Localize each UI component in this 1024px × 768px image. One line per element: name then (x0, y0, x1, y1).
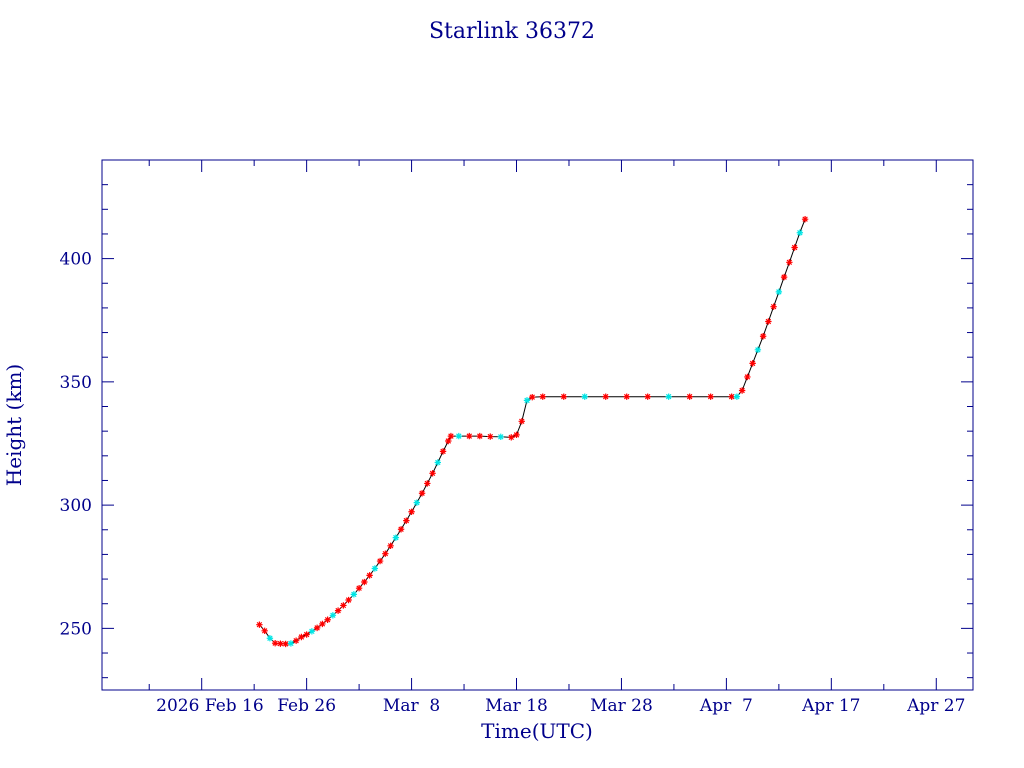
data-point-marker (392, 534, 400, 541)
data-point-marker (397, 526, 405, 533)
data-point-marker (340, 602, 347, 609)
x-tick-label: Apr 27 (906, 696, 965, 716)
data-point-marker (387, 542, 394, 549)
y-tick-label: 300 (60, 496, 92, 516)
x-axis-label: Time(UTC) (481, 719, 593, 743)
data-point-marker (455, 432, 462, 440)
y-axis-label: Height (km) (2, 364, 26, 486)
data-point-marker (754, 346, 762, 354)
x-tick-label: Mar 8 (383, 696, 440, 716)
data-point-marker (429, 470, 436, 477)
data-point-marker (686, 393, 693, 400)
data-point-marker (581, 393, 588, 400)
data-point-marker (303, 631, 310, 638)
data-point-marker (329, 612, 337, 619)
data-point-marker (497, 433, 504, 441)
data-point-marker (287, 640, 295, 647)
y-tick-label: 350 (60, 373, 92, 393)
data-point-marker (447, 432, 455, 440)
data-point-marker (523, 397, 531, 404)
data-point-marker (765, 318, 772, 325)
data-point-marker (466, 432, 473, 440)
x-tick-label: Feb 26 (277, 696, 336, 716)
y-tick-label: 250 (60, 619, 92, 639)
data-point-marker (749, 360, 756, 367)
plot-frame (101, 159, 974, 691)
data-point-marker (313, 624, 321, 632)
x-tick-label: Apr 17 (801, 696, 860, 716)
data-point-marker (623, 393, 630, 400)
series-line (259, 219, 806, 645)
data-point-marker (602, 393, 609, 400)
data-point-marker (292, 637, 300, 644)
data-point-marker (445, 437, 452, 445)
series-layer (256, 215, 809, 648)
data-point-marker (261, 627, 268, 635)
data-point-marker (539, 393, 546, 400)
data-point-marker (266, 635, 274, 642)
data-point-marker (518, 418, 525, 425)
data-point-marker (418, 490, 426, 497)
y-axis: 250 300 350 400 (60, 184, 973, 679)
data-point-marker (361, 578, 368, 586)
data-point-marker (413, 499, 421, 506)
data-point-marker (780, 273, 788, 281)
data-point-marker (728, 393, 735, 400)
data-point-marker (786, 259, 793, 266)
data-point-marker (560, 393, 567, 400)
data-point-marker (733, 393, 741, 400)
data-point-marker (282, 640, 289, 648)
x-axis: 2026 Feb 16 Feb 26 Mar 8 Mar 18 Mar 28 Apr 7 A… (148, 160, 965, 716)
data-point-marker (371, 565, 379, 572)
data-point-marker (308, 628, 316, 635)
data-point-marker (644, 393, 651, 400)
data-point-marker (744, 373, 751, 381)
data-point-marker (355, 584, 363, 592)
data-point-marker (334, 607, 342, 614)
data-point-marker (366, 572, 373, 579)
data-point-marker (256, 621, 263, 628)
x-tick-label: Mar 18 (485, 696, 548, 716)
data-point-marker (513, 431, 520, 439)
data-point-marker (298, 633, 305, 641)
data-point-marker (508, 434, 515, 441)
data-point-marker (434, 459, 442, 466)
data-point-marker (487, 433, 494, 440)
data-point-marker (403, 517, 410, 524)
data-point-marker (271, 639, 279, 647)
chart-title: Starlink 36372 (429, 19, 595, 44)
data-point-marker (319, 620, 326, 628)
data-point-marker (476, 432, 483, 440)
x-tick-label: Apr 7 (699, 696, 753, 716)
y-tick-label: 400 (60, 250, 92, 270)
data-point-marker (770, 303, 777, 310)
data-point-marker (796, 229, 804, 236)
data-point-marker (665, 393, 672, 400)
data-point-marker (791, 244, 798, 251)
data-point-marker (350, 591, 358, 598)
data-point-marker (324, 616, 331, 623)
data-point-marker (408, 508, 415, 515)
data-point-marker (277, 640, 284, 647)
data-point-marker (382, 550, 389, 557)
data-point-marker (345, 596, 352, 604)
data-point-marker (759, 333, 767, 340)
data-point-marker (529, 393, 536, 401)
data-point-marker (424, 480, 431, 487)
data-point-marker (707, 393, 714, 400)
data-point-marker (439, 448, 447, 455)
data-point-marker (738, 387, 746, 394)
data-point-marker (801, 215, 809, 223)
x-tick-label: Mar 28 (590, 696, 653, 716)
data-point-marker (376, 557, 384, 565)
data-point-marker (775, 288, 783, 296)
x-tick-label: 2026 Feb 16 (156, 696, 264, 716)
